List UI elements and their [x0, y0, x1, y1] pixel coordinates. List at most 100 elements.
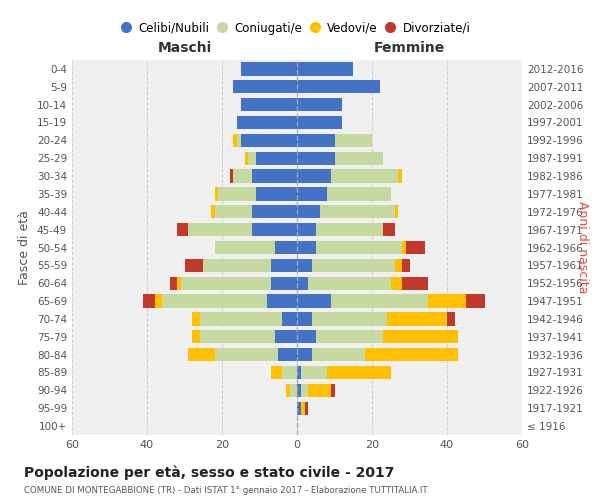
Bar: [297, 294, 331, 308]
Bar: [252, 223, 297, 236]
Bar: [282, 312, 297, 326]
Bar: [215, 205, 252, 218]
Text: Popolazione per età, sesso e stato civile - 2017: Popolazione per età, sesso e stato civil…: [24, 466, 394, 480]
Bar: [297, 187, 327, 200]
Bar: [301, 384, 308, 397]
Bar: [297, 330, 316, 344]
Bar: [331, 384, 335, 397]
Bar: [203, 258, 271, 272]
Bar: [297, 98, 342, 112]
Bar: [395, 258, 402, 272]
Bar: [327, 187, 391, 200]
Bar: [233, 170, 252, 183]
Bar: [215, 241, 275, 254]
Text: Maschi: Maschi: [157, 40, 212, 54]
Bar: [177, 223, 188, 236]
Bar: [275, 330, 297, 344]
Bar: [181, 276, 271, 290]
Bar: [241, 134, 297, 147]
Bar: [271, 366, 282, 379]
Bar: [402, 258, 409, 272]
Bar: [290, 384, 297, 397]
Bar: [297, 62, 353, 76]
Bar: [188, 223, 252, 236]
Bar: [185, 258, 203, 272]
Bar: [316, 223, 383, 236]
Bar: [327, 366, 391, 379]
Bar: [252, 170, 297, 183]
Bar: [188, 348, 215, 362]
Bar: [383, 330, 458, 344]
Bar: [308, 384, 331, 397]
Bar: [297, 276, 308, 290]
Bar: [316, 330, 383, 344]
Bar: [170, 276, 177, 290]
Bar: [252, 205, 297, 218]
Bar: [297, 366, 301, 379]
Y-axis label: Anni di nascita: Anni di nascita: [576, 201, 589, 294]
Bar: [211, 205, 215, 218]
Bar: [233, 134, 237, 147]
Bar: [331, 294, 428, 308]
Bar: [402, 241, 406, 254]
Bar: [395, 205, 398, 218]
Bar: [271, 276, 297, 290]
Bar: [282, 366, 297, 379]
Bar: [155, 294, 162, 308]
Bar: [241, 62, 297, 76]
Text: Femmine: Femmine: [374, 40, 445, 54]
Bar: [248, 152, 256, 165]
Bar: [297, 80, 380, 94]
Bar: [245, 152, 248, 165]
Bar: [428, 294, 466, 308]
Bar: [398, 170, 402, 183]
Bar: [215, 187, 218, 200]
Bar: [297, 402, 301, 415]
Bar: [335, 152, 383, 165]
Y-axis label: Fasce di età: Fasce di età: [19, 210, 31, 285]
Bar: [256, 152, 297, 165]
Bar: [233, 80, 297, 94]
Bar: [312, 258, 395, 272]
Bar: [297, 205, 320, 218]
Bar: [308, 276, 391, 290]
Bar: [466, 294, 485, 308]
Bar: [237, 134, 241, 147]
Bar: [192, 312, 199, 326]
Bar: [297, 134, 335, 147]
Bar: [297, 241, 316, 254]
Bar: [312, 348, 365, 362]
Bar: [192, 330, 199, 344]
Bar: [297, 152, 335, 165]
Bar: [143, 294, 155, 308]
Bar: [297, 170, 331, 183]
Bar: [271, 258, 297, 272]
Bar: [177, 276, 181, 290]
Bar: [406, 241, 425, 254]
Bar: [305, 402, 308, 415]
Bar: [199, 312, 282, 326]
Bar: [215, 348, 278, 362]
Bar: [312, 312, 387, 326]
Bar: [320, 205, 395, 218]
Bar: [256, 187, 297, 200]
Bar: [447, 312, 455, 326]
Bar: [316, 241, 402, 254]
Bar: [387, 312, 447, 326]
Bar: [237, 116, 297, 129]
Bar: [331, 170, 398, 183]
Bar: [275, 241, 297, 254]
Bar: [267, 294, 297, 308]
Bar: [286, 384, 290, 397]
Bar: [335, 134, 372, 147]
Bar: [162, 294, 267, 308]
Legend: Celibi/Nubili, Coniugati/e, Vedovi/e, Divorziate/i: Celibi/Nubili, Coniugati/e, Vedovi/e, Di…: [119, 17, 475, 40]
Bar: [278, 348, 297, 362]
Bar: [297, 116, 342, 129]
Bar: [199, 330, 275, 344]
Bar: [391, 276, 402, 290]
Bar: [301, 402, 305, 415]
Bar: [297, 384, 301, 397]
Bar: [297, 258, 312, 272]
Bar: [297, 348, 312, 362]
